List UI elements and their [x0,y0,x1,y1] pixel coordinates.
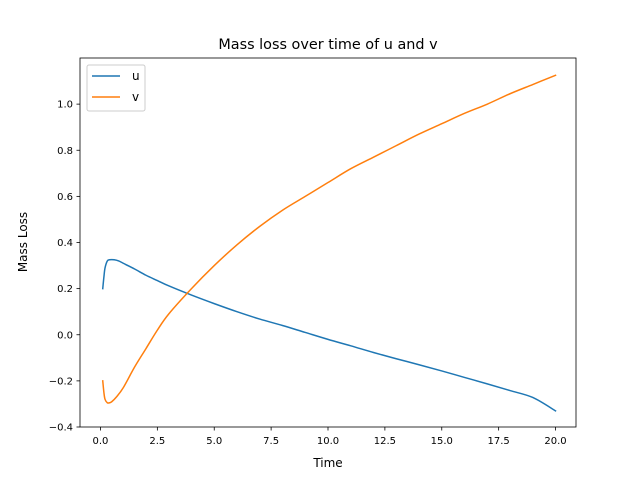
series-layer [101,74,557,412]
y-axis: −0.4 −0.2 0.0 0.2 0.4 0.6 0.8 1.0 [49,100,80,434]
x-tick-label: 10.0 [317,436,339,447]
series-line-v [101,74,557,404]
x-tick-label: 17.5 [488,436,510,447]
y-tick-label: 0.8 [57,146,73,157]
x-tick-label: 15.0 [431,436,453,447]
x-tick-label: 7.5 [263,436,279,447]
y-tick-label: 0.2 [57,284,73,295]
y-axis-label: Mass Loss [16,212,30,272]
chart-title: Mass loss over time of u and v [218,37,438,53]
x-tick-label: 12.5 [374,436,396,447]
y-tick-label: 1.0 [57,100,73,111]
x-tick-label: 20.0 [544,436,566,447]
y-tick-label: −0.2 [49,376,73,387]
x-tick-label: 5.0 [206,436,222,447]
x-tick-label: 0.0 [93,436,109,447]
x-axis-label: Time [312,456,342,470]
legend-label-u: u [132,69,140,83]
y-tick-label: 0.4 [57,238,73,249]
x-axis: 0.0 2.5 5.0 7.5 10.0 12.5 15.0 17.5 20.0 [93,427,567,447]
x-tick-label: 2.5 [149,436,165,447]
series-line-u [101,258,557,412]
y-tick-label: 0.0 [57,330,73,341]
legend: uv [86,64,146,112]
y-tick-label: −0.4 [49,423,73,434]
y-tick-label: 0.6 [57,192,73,203]
legend-label-v: v [132,90,139,104]
